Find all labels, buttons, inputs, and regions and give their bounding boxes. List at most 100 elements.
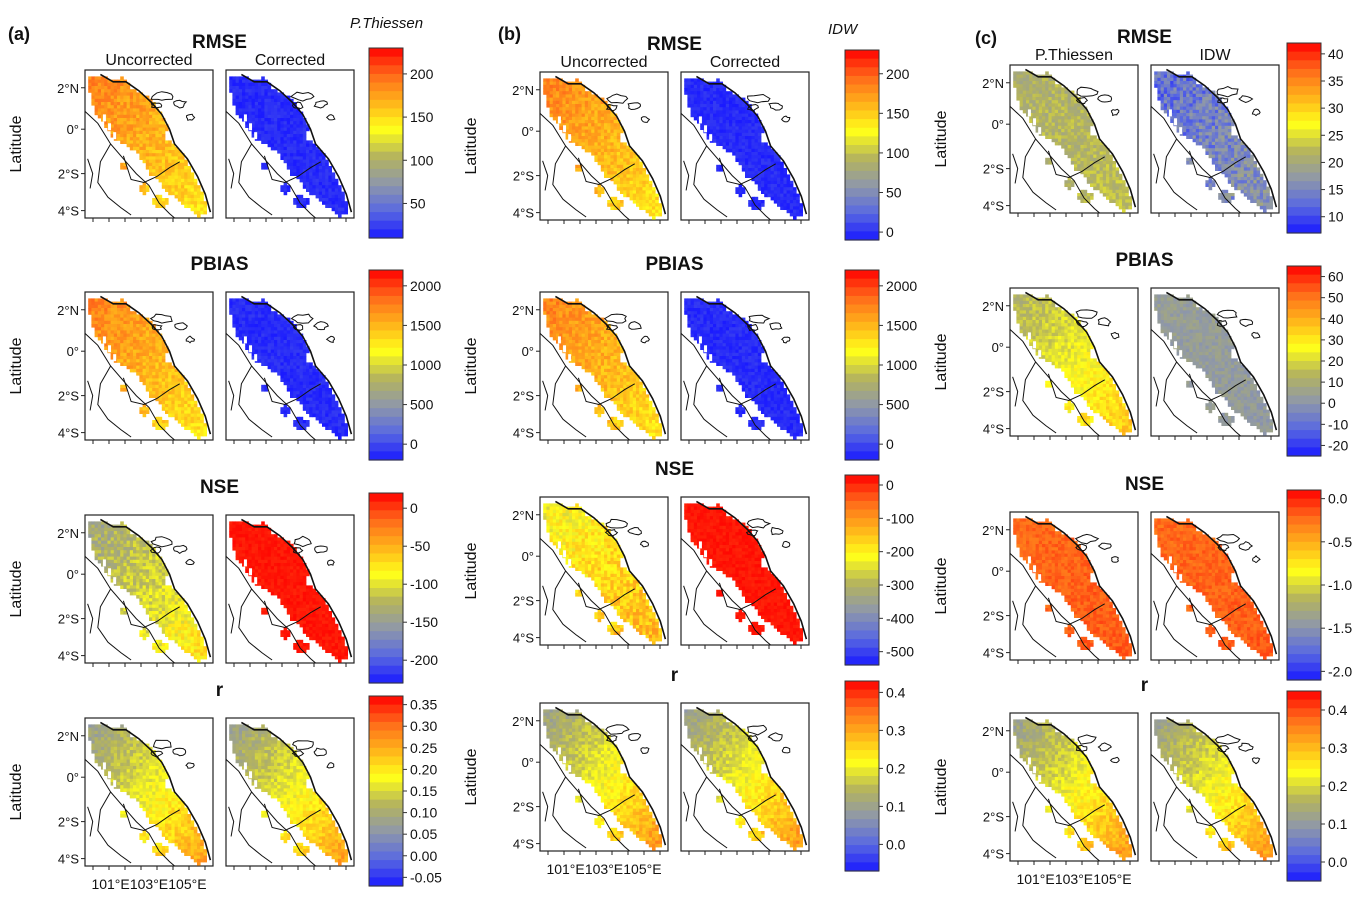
colorbar-step bbox=[369, 544, 403, 555]
colorbar-step bbox=[369, 756, 403, 766]
lake-gap bbox=[557, 116, 561, 124]
colorbar-step bbox=[845, 613, 879, 623]
island-outline bbox=[770, 526, 784, 536]
province-boundary bbox=[97, 365, 132, 438]
lake-gap bbox=[704, 550, 708, 558]
colorbar-step bbox=[845, 776, 879, 786]
colorbar-step bbox=[369, 330, 403, 340]
province-boundary bbox=[1022, 585, 1057, 658]
province-boundary bbox=[718, 788, 776, 817]
colorbar-step bbox=[1287, 60, 1321, 70]
colorbar-step bbox=[845, 295, 879, 306]
province-boundary bbox=[1047, 373, 1105, 402]
colorbar-step bbox=[1287, 181, 1321, 191]
lake-gap bbox=[243, 336, 247, 344]
province-boundary bbox=[693, 365, 728, 438]
colorbar-step bbox=[1287, 751, 1321, 761]
lake-gap bbox=[108, 568, 112, 576]
colorbar-step bbox=[369, 501, 403, 511]
province-boundary bbox=[228, 380, 235, 411]
colorbar-step bbox=[845, 750, 879, 760]
province-boundary bbox=[225, 556, 316, 664]
colorbar-tick-label: -50 bbox=[410, 538, 430, 554]
colorbar-step bbox=[369, 278, 403, 288]
island-outline bbox=[326, 762, 335, 769]
colorbar-step bbox=[845, 827, 879, 838]
province-boundary bbox=[554, 75, 667, 215]
island-outline bbox=[603, 313, 627, 324]
lake-gap bbox=[1027, 757, 1031, 765]
colorbar-step bbox=[1287, 820, 1321, 830]
colorbar-step bbox=[1287, 541, 1321, 552]
island-outline bbox=[1238, 742, 1254, 752]
ytick-label: 0° bbox=[522, 755, 534, 770]
lake-gap bbox=[243, 559, 247, 567]
colorbar-step bbox=[845, 578, 879, 588]
province-boundary bbox=[1188, 597, 1246, 626]
island-outline bbox=[781, 746, 791, 754]
colorbar-2-2: 0.0 -0.5 -1.0 -1.5 -2.0 bbox=[1286, 489, 1352, 681]
colorbar-step bbox=[1287, 215, 1321, 225]
lake-gap bbox=[1179, 350, 1183, 358]
colorbar-frame bbox=[368, 492, 404, 684]
colorbar-step bbox=[845, 365, 879, 375]
row-title-r: r bbox=[1141, 675, 1149, 696]
colorbar-step bbox=[1287, 274, 1321, 284]
province-boundary bbox=[99, 721, 212, 861]
province-boundary bbox=[240, 73, 353, 213]
island-outline bbox=[1217, 97, 1229, 104]
province-boundary bbox=[695, 500, 808, 640]
map-1-3-1 bbox=[680, 702, 810, 852]
row-title-nse: NSE bbox=[200, 477, 239, 498]
colorbar-step bbox=[1287, 585, 1321, 595]
colorbar-tick-label: 0 bbox=[886, 436, 894, 452]
colorbar-tick-label: 0 bbox=[1328, 395, 1336, 411]
island-outline bbox=[1111, 556, 1120, 563]
island-outline bbox=[185, 558, 195, 565]
ylabel: Latitude bbox=[463, 337, 480, 394]
ytick-label: 2°N bbox=[982, 523, 1004, 538]
lake-gap bbox=[1033, 341, 1037, 349]
province-boundary bbox=[87, 603, 94, 634]
province-boundary bbox=[87, 380, 94, 411]
colorbar-step bbox=[845, 214, 879, 224]
province-boundary bbox=[1024, 515, 1137, 655]
colorbar-step bbox=[369, 347, 403, 357]
map-raster bbox=[684, 78, 803, 220]
colorbar-1-1: 2000 1500 1000 500 0 bbox=[844, 269, 917, 461]
colorbar-step bbox=[1287, 224, 1321, 234]
ylabel: Latitude bbox=[933, 110, 950, 167]
colorbar-step bbox=[1287, 699, 1321, 709]
province-boundary bbox=[680, 333, 771, 441]
colorbar-tick-label: 0.4 bbox=[886, 684, 906, 700]
colorbar-step bbox=[845, 136, 879, 146]
province-boundary bbox=[228, 158, 235, 189]
colorbar-step bbox=[1287, 662, 1321, 672]
island-outline bbox=[1252, 555, 1261, 564]
ytick-label: 2°S bbox=[983, 162, 1004, 177]
method-label: P.Thiessen bbox=[350, 15, 423, 32]
map-2-3-0 bbox=[1009, 712, 1139, 862]
colorbar-step bbox=[845, 179, 879, 189]
island-outline bbox=[173, 99, 188, 109]
island-outline bbox=[605, 735, 618, 743]
province-boundary bbox=[554, 500, 667, 640]
island-outline bbox=[628, 321, 642, 330]
colorbar-step bbox=[369, 825, 403, 835]
colorbar-step bbox=[369, 73, 403, 84]
colorbar-step bbox=[369, 168, 403, 179]
colorbar-step bbox=[369, 390, 403, 401]
province-boundary bbox=[1165, 716, 1278, 856]
colorbar-step bbox=[845, 552, 879, 562]
lake-gap bbox=[1179, 574, 1183, 582]
province-boundary bbox=[238, 143, 273, 216]
colorbar-step bbox=[369, 339, 403, 349]
colorbar-step bbox=[369, 270, 403, 280]
island-outline bbox=[628, 733, 642, 742]
colorbar-tick-label: 40 bbox=[1328, 46, 1344, 62]
lake-gap bbox=[568, 354, 572, 362]
colorbar-step bbox=[369, 117, 403, 127]
colorbar-step bbox=[369, 229, 403, 239]
province-boundary bbox=[552, 570, 587, 643]
province-boundary bbox=[1165, 291, 1278, 431]
